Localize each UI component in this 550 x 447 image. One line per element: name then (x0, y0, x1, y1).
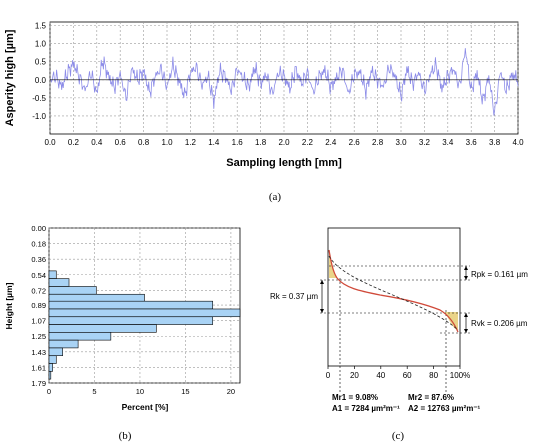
panel-b-ytick-label: 1.79 (31, 379, 46, 388)
panel-b-xtick-label: 10 (136, 387, 144, 396)
panel-b-ytick-label: 0.36 (31, 255, 46, 264)
panel-c-xtick-label: 20 (350, 371, 359, 380)
panel-b-ytick-label: 0.18 (31, 240, 46, 249)
panel-b-chart: 0 5 10 15 20 0.00 0.18 0.36 0.54 0.72 0.89 1.07 1.25… (4, 224, 241, 442)
panel-a-ytick-label: -0.5 (32, 94, 46, 103)
panel-a-xtick-label: 1.2 (185, 138, 197, 147)
panel-c-rvk-label: Rvk = 0.206 µm (471, 319, 528, 328)
panel-b-bar (48, 332, 112, 341)
panel-a-xtick-label: 2.4 (325, 138, 337, 147)
panel-b-bar (48, 300, 214, 310)
panel-a-xtick-label: 3.4 (442, 138, 454, 147)
panel-a-xtick-label: 2.0 (278, 138, 290, 147)
panel-c-a1-label: A1 = 7284 µm²m⁻¹ (332, 404, 400, 413)
panel-a-xtick-label: 3.6 (466, 138, 478, 147)
panel-c-xtick-label: 0 (326, 371, 331, 380)
panel-c-plot-frame (327, 227, 461, 367)
panel-a-caption: (a) (269, 191, 282, 203)
panel-b-xtick-label: 5 (92, 387, 96, 396)
panel-b-bar (48, 371, 52, 380)
panel-a-ticks: 0.0 0.2 0.4 0.6 0.8 1.0 1.2 1.4 1.6 1.8 2.0 2.2 2.4 2… (32, 22, 524, 147)
panel-a-xtick-label: 3.2 (419, 138, 431, 147)
panel-b-ytick-label: 0.00 (31, 224, 46, 233)
panel-a-xtick-label: 0.6 (115, 138, 127, 147)
panel-c-mr1-label: Mr1 = 9.08% (332, 393, 378, 402)
panel-b-bar (48, 363, 53, 372)
panel-b-xtick-label: 0 (47, 387, 51, 396)
panel-a-ytick-label: -1.0 (32, 112, 46, 121)
panel-c-rpk-label: Rpk = 0.161 µm (471, 270, 528, 279)
panel-c-rk-arrowheads (320, 280, 324, 313)
panel-b-xtick-label: 20 (227, 387, 235, 396)
panel-b-bar (48, 286, 97, 295)
panel-b-bar (48, 308, 241, 318)
panel-a-xtick-label: 1.6 (232, 138, 244, 147)
panel-b-bar (48, 278, 70, 287)
panel-b-xtick-label: 15 (181, 387, 189, 396)
panel-b-bar (48, 347, 63, 357)
panel-a-ylabel: Asperity high [µm] (4, 29, 16, 126)
panel-b-ytick-label: 0.89 (31, 301, 46, 310)
panel-b-ytick-label: 0.54 (31, 271, 46, 280)
panel-c-xtick-label: 80 (429, 371, 438, 380)
panel-c-rk-label: Rk = 0.37 µm (270, 292, 318, 301)
panel-c-bearing-curve (328, 249, 459, 333)
panel-b-ytick-label: 1.07 (31, 317, 46, 326)
panel-a-xtick-label: 1.8 (255, 138, 267, 147)
panel-a-xtick-label: 0.2 (68, 138, 80, 147)
panel-b-xlabel: Percent [%] (122, 402, 169, 412)
panel-b-bar (48, 355, 57, 364)
panel-b-bar (48, 339, 79, 349)
panel-a-xtick-label: 2.8 (372, 138, 384, 147)
panel-c-rvk-arrowheads (464, 313, 468, 333)
panel-a-ytick-label: 1.0 (35, 40, 47, 49)
panel-c-xtick-label: 40 (376, 371, 385, 380)
panel-a-xtick-label: 1.4 (208, 138, 220, 147)
panel-b-ytick-label: 1.43 (31, 348, 46, 357)
panel-a-grid (49, 22, 519, 134)
panel-c-ticks: 0 20 40 60 80 100% (326, 366, 470, 380)
panel-c-peak-area (329, 250, 337, 278)
panel-a-xtick-label: 3.0 (395, 138, 407, 147)
panel-a-ytick-label: 1.5 (35, 22, 47, 31)
panel-a-chart: 0.0 0.2 0.4 0.6 0.8 1.0 1.2 1.4 1.6 1.8 2.0 2.2 2.4 2… (4, 21, 524, 203)
panel-b-ytick-label: 1.61 (31, 363, 46, 372)
panel-c-a2-label: A2 = 12763 µm²m⁻¹ (408, 404, 481, 413)
panel-c-xtick-label: 60 (403, 371, 412, 380)
panel-a-xtick-label: 1.0 (161, 138, 173, 147)
panel-b-bar (48, 316, 214, 325)
panel-b-ylabel: Height [µm] (4, 282, 14, 329)
panel-c-rpk-arrowheads (464, 266, 468, 280)
panel-b-ytick-label: 0.72 (31, 286, 46, 295)
panel-a-profile-line (49, 48, 519, 116)
panel-c-mr2-label: Mr2 = 87.6% (408, 393, 454, 402)
panel-b-bar (48, 324, 157, 333)
panel-a-xtick-label: 4.0 (512, 138, 524, 147)
panel-a-ytick-label: 0.5 (35, 58, 47, 67)
panel-c-equivalent-line (328, 255, 459, 331)
panel-a-xtick-label: 2.2 (302, 138, 314, 147)
panel-c-caption: (c) (392, 430, 405, 442)
panel-a-xtick-label: 3.8 (489, 138, 501, 147)
panel-b-ytick-label: 1.25 (31, 332, 46, 341)
panel-b-bar (48, 293, 145, 303)
panel-b-caption: (b) (119, 430, 132, 442)
panel-b-bar (48, 270, 57, 279)
panel-a-xtick-label: 0.4 (91, 138, 103, 147)
panel-c-xtick-label: 100% (450, 371, 470, 380)
panel-a-xtick-label: 0.0 (44, 138, 56, 147)
panel-a-xtick-label: 2.6 (349, 138, 361, 147)
panel-c-chart: 0 20 40 60 80 100% Rk = 0.37 µm Rpk = 0.161 µ… (270, 227, 528, 442)
panel-a-xtick-label: 0.8 (138, 138, 150, 147)
panel-a-xlabel: Sampling length [mm] (226, 157, 342, 169)
panel-a-ytick-label: 0.0 (35, 76, 47, 85)
panel-b-ticks: 0 5 10 15 20 0.00 0.18 0.36 0.54 0.72 0.89 1.07 1.25… (31, 224, 235, 396)
panel-b-bars (48, 270, 241, 380)
